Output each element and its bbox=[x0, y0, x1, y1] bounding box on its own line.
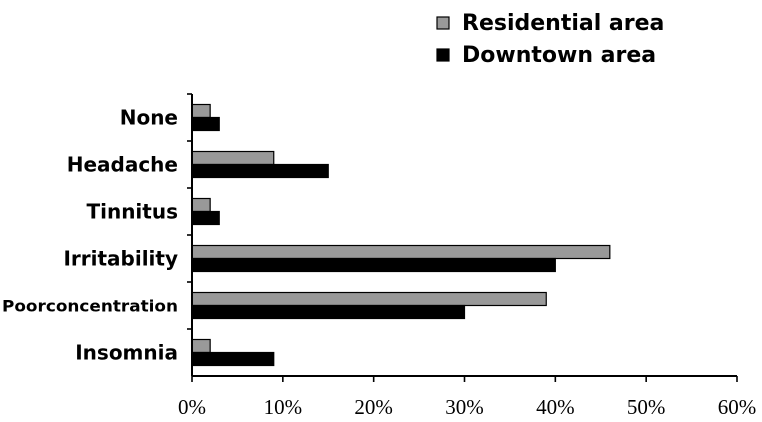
legend: Residential area Downtown area bbox=[436, 11, 664, 68]
bars bbox=[191, 103, 611, 367]
bar-residential-area-tinnitus bbox=[191, 197, 211, 213]
category-label: Headache bbox=[67, 153, 178, 177]
category-label: Insomnia bbox=[75, 341, 178, 365]
bar-downtown-area-tinnitus bbox=[191, 210, 220, 226]
category-label: None bbox=[120, 106, 178, 130]
category-label: Tinnitus bbox=[86, 200, 178, 224]
x-tick-label: 60% bbox=[718, 395, 757, 419]
x-tick-label: 30% bbox=[445, 395, 484, 419]
axes bbox=[187, 93, 738, 382]
bar-downtown-area-irritability bbox=[191, 257, 556, 273]
bar-residential-area-none bbox=[191, 103, 211, 119]
labels: None Headache Tinnitus Irritability Poorconc… bbox=[2, 106, 756, 420]
legend-label: Residential area bbox=[462, 11, 664, 36]
bar-residential-area-insomnia bbox=[191, 338, 211, 354]
category-label: Irritability bbox=[63, 247, 178, 271]
bar-downtown-area-none bbox=[191, 116, 220, 132]
bar-downtown-area-poor-concentration bbox=[191, 304, 466, 320]
x-tick-label: 20% bbox=[354, 395, 393, 419]
legend-swatch bbox=[436, 16, 450, 30]
x-tick-label: 0% bbox=[178, 395, 206, 419]
x-tick-label: 40% bbox=[536, 395, 575, 419]
legend-label: Downtown area bbox=[462, 43, 656, 68]
bar-downtown-area-headache bbox=[191, 163, 329, 179]
category-label: Poorconcentration bbox=[2, 297, 178, 316]
legend-swatch bbox=[436, 48, 450, 62]
bar-residential-area-poor-concentration bbox=[191, 291, 547, 307]
bar-downtown-area-insomnia bbox=[191, 351, 275, 367]
x-tick-label: 10% bbox=[264, 395, 303, 419]
bar-residential-area-headache bbox=[191, 150, 275, 166]
bar-residential-area-irritability bbox=[191, 244, 611, 260]
x-tick-label: 50% bbox=[627, 395, 666, 419]
